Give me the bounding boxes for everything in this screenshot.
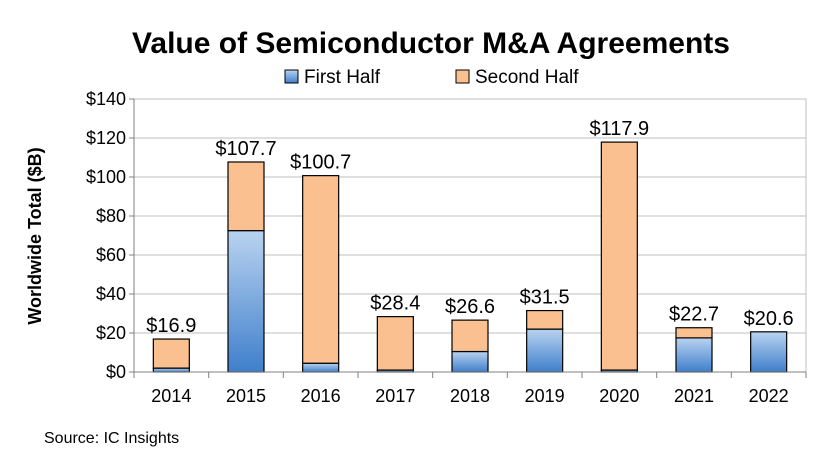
- chart-title: Value of Semiconductor M&A Agreements: [132, 27, 730, 60]
- y-tick-label: $100: [86, 167, 126, 187]
- y-tick-label: $40: [96, 284, 126, 304]
- data-label-total: $26.6: [445, 296, 495, 318]
- y-tick-label: $60: [96, 245, 126, 265]
- x-tick-label: 2015: [226, 386, 266, 406]
- data-label-total: $31.5: [520, 287, 570, 309]
- bar-first-half: [750, 331, 788, 373]
- y-tick-label: $120: [86, 128, 126, 148]
- x-tick-label: 2016: [301, 386, 341, 406]
- bar-second-half: [451, 319, 489, 353]
- data-label-total: $28.4: [370, 293, 420, 315]
- y-tick-label: $20: [96, 323, 126, 343]
- x-tick-label: 2019: [525, 386, 565, 406]
- bar-second-half: [227, 161, 265, 232]
- legend: First Half Second Half: [284, 67, 579, 88]
- source-note: Source: IC Insights: [44, 430, 179, 447]
- legend-label: Second Half: [475, 67, 579, 88]
- bar-second-half: [526, 309, 564, 330]
- legend-label: First Half: [304, 67, 381, 88]
- y-tick-label: $140: [86, 89, 126, 109]
- bar-first-half: [526, 328, 564, 373]
- bar-second-half: [376, 316, 414, 371]
- legend-swatch: [455, 69, 470, 84]
- x-tick-label: 2022: [749, 386, 789, 406]
- y-axis-title: Worldwide Total ($B): [25, 147, 45, 324]
- bars: $16.9 $107.7 $100.7 $28.4 $26.6 $31.5 $117.9 $2…: [146, 118, 794, 373]
- bar-second-half: [675, 327, 713, 339]
- bar-second-half: [302, 175, 340, 364]
- x-tick-label: 2014: [151, 386, 191, 406]
- legend-swatch: [284, 69, 299, 84]
- x-tick-label: 2021: [674, 386, 714, 406]
- data-label-total: $20.6: [744, 308, 794, 330]
- x-tick-label: 2017: [375, 386, 415, 406]
- x-tick-label: 2018: [450, 386, 490, 406]
- data-label-total: $117.9: [589, 118, 649, 140]
- data-label-total: $16.9: [146, 315, 196, 337]
- bar-second-half: [600, 141, 638, 371]
- data-label-total: $107.7: [215, 138, 276, 160]
- data-label-total: $100.7: [290, 152, 351, 174]
- bar-first-half: [302, 362, 340, 373]
- bar-first-half: [675, 337, 713, 373]
- bar-second-half: [152, 338, 190, 369]
- axes: $0 $20 $40 $60 $80 $100 $120 $140 2014 2015 2016 20…: [86, 89, 807, 406]
- y-tick-label: $80: [96, 206, 126, 226]
- x-tick-label: 2020: [599, 386, 639, 406]
- bar-first-half: [227, 230, 265, 373]
- y-tick-label: $0: [106, 362, 126, 382]
- data-label-total: $22.7: [669, 304, 719, 326]
- bar-first-half: [451, 350, 489, 373]
